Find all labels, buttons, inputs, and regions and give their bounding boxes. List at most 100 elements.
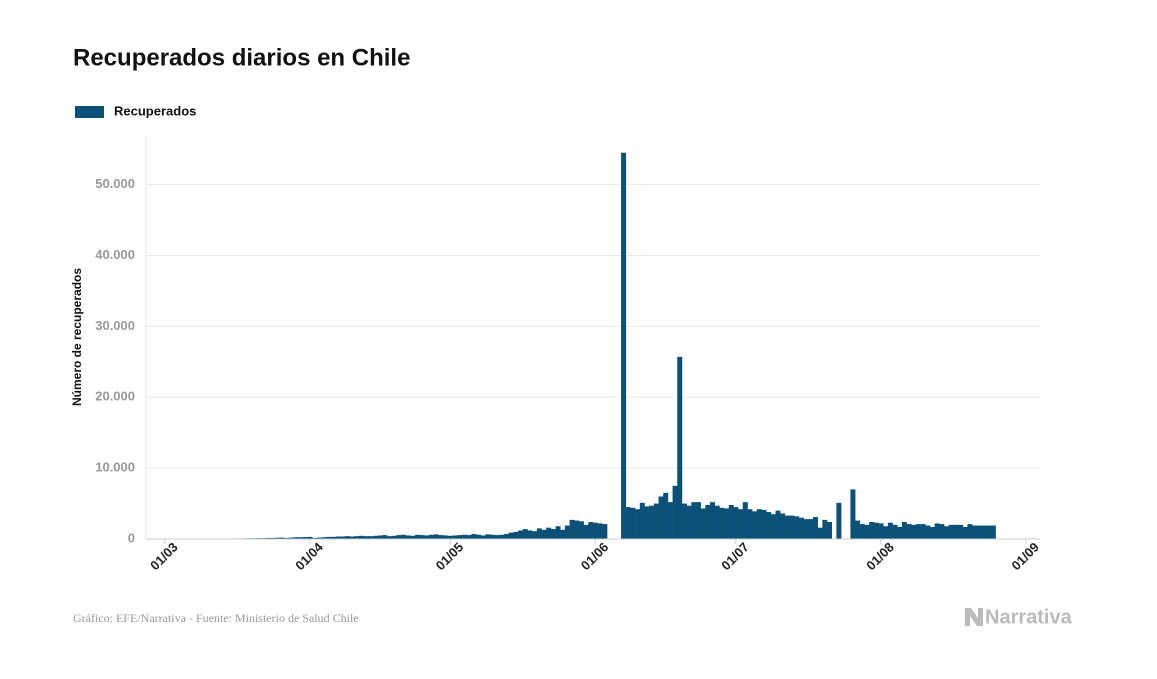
x-tick-label: 01/07 bbox=[718, 539, 752, 573]
bar bbox=[902, 522, 907, 539]
bar bbox=[415, 535, 420, 539]
bar bbox=[724, 509, 729, 539]
bar bbox=[958, 525, 963, 539]
bar bbox=[401, 535, 406, 539]
bar bbox=[602, 524, 607, 539]
y-tick-label: 10.000 bbox=[95, 460, 135, 475]
bar bbox=[729, 505, 734, 539]
x-tick-label: 01/05 bbox=[433, 539, 467, 573]
bar bbox=[986, 526, 991, 539]
bar bbox=[916, 524, 921, 539]
x-tick-label: 01/06 bbox=[578, 539, 612, 573]
bar bbox=[991, 526, 996, 539]
bar bbox=[738, 509, 743, 539]
bar bbox=[542, 530, 547, 539]
bar bbox=[888, 523, 893, 539]
bar bbox=[949, 525, 954, 539]
bar bbox=[925, 526, 930, 539]
bar bbox=[757, 509, 762, 539]
x-tick-label: 01/04 bbox=[292, 539, 326, 573]
bar bbox=[649, 506, 654, 539]
bar bbox=[635, 509, 640, 539]
brand-logo bbox=[965, 608, 983, 626]
x-tick-label: 01/03 bbox=[147, 539, 181, 573]
bar bbox=[963, 527, 968, 539]
bar bbox=[883, 526, 888, 539]
bar bbox=[813, 517, 818, 539]
bar bbox=[570, 520, 575, 539]
bar bbox=[378, 535, 383, 539]
bar bbox=[977, 526, 982, 539]
x-tick-label: 01/08 bbox=[863, 539, 897, 573]
bar bbox=[780, 513, 785, 539]
bar bbox=[574, 521, 579, 539]
bar bbox=[527, 530, 532, 539]
y-tick-label: 40.000 bbox=[95, 247, 135, 262]
bar bbox=[457, 535, 462, 539]
bar bbox=[771, 514, 776, 539]
bar bbox=[518, 530, 523, 539]
bar bbox=[935, 523, 940, 539]
bar bbox=[794, 516, 799, 539]
y-tick-label: 50.000 bbox=[95, 176, 135, 191]
bar bbox=[733, 507, 738, 539]
bar bbox=[827, 522, 832, 539]
bar bbox=[551, 529, 556, 539]
bar bbox=[804, 519, 809, 539]
bar bbox=[696, 502, 701, 539]
bar bbox=[705, 505, 710, 539]
brand-name: Narrativa bbox=[985, 606, 1073, 628]
bar bbox=[673, 486, 678, 539]
bar bbox=[499, 535, 504, 539]
bar bbox=[654, 504, 659, 539]
bar bbox=[481, 535, 486, 539]
bar bbox=[471, 534, 476, 539]
bar bbox=[560, 530, 565, 539]
bar bbox=[860, 524, 865, 539]
legend-swatch bbox=[75, 106, 104, 118]
bar bbox=[663, 493, 668, 539]
y-tick-label: 20.000 bbox=[95, 389, 135, 404]
bar bbox=[485, 534, 490, 539]
bar bbox=[981, 526, 986, 539]
bar bbox=[584, 525, 589, 539]
bar bbox=[626, 507, 631, 539]
bar bbox=[537, 528, 542, 539]
bar bbox=[382, 535, 387, 539]
bar bbox=[495, 535, 500, 539]
bar bbox=[710, 502, 715, 539]
bar bbox=[691, 502, 696, 539]
bar bbox=[907, 524, 912, 539]
bar bbox=[630, 508, 635, 539]
bar bbox=[785, 516, 790, 539]
bar bbox=[588, 522, 593, 539]
y-axis-title: Número de recuperados bbox=[70, 268, 84, 406]
bar bbox=[504, 534, 509, 539]
bar bbox=[930, 527, 935, 539]
bar bbox=[598, 523, 603, 539]
chart-title: Recuperados diarios en Chile bbox=[73, 44, 410, 71]
bar bbox=[462, 535, 467, 539]
bar bbox=[719, 508, 724, 539]
bar bbox=[659, 496, 664, 539]
bar bbox=[439, 535, 444, 539]
bar bbox=[453, 535, 458, 539]
bar bbox=[467, 535, 472, 539]
bar bbox=[532, 531, 537, 539]
bar bbox=[944, 526, 949, 539]
bar bbox=[855, 521, 860, 539]
bar bbox=[850, 489, 855, 539]
bar bbox=[406, 535, 411, 539]
y-tick-label: 0 bbox=[128, 530, 135, 545]
bar bbox=[874, 523, 879, 539]
bar bbox=[766, 512, 771, 539]
bar bbox=[836, 503, 841, 539]
bar bbox=[953, 525, 958, 539]
legend-label: Recuperados bbox=[114, 103, 196, 118]
bar bbox=[893, 525, 898, 539]
bar bbox=[762, 510, 767, 539]
bar bbox=[668, 502, 673, 539]
bar bbox=[879, 523, 884, 539]
bar bbox=[476, 535, 481, 539]
